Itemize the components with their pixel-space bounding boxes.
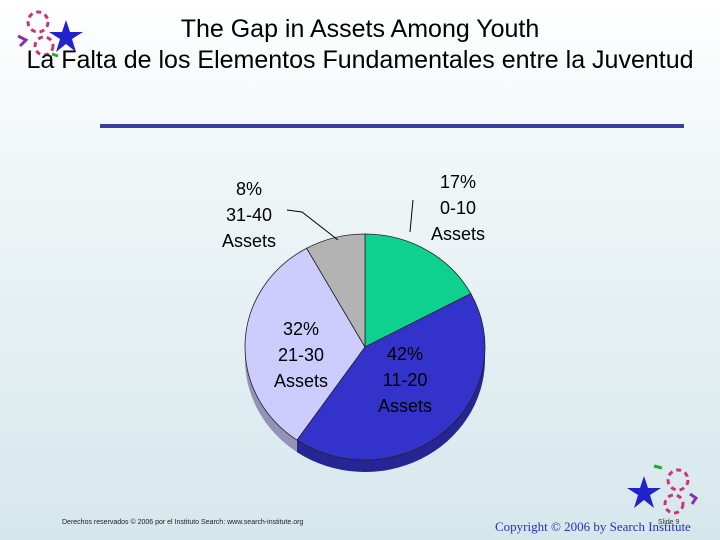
- logo-swirl-star-icon: [17, 10, 83, 58]
- slice-label-1-1: 11-20: [383, 370, 428, 390]
- slice-label-3-0: 8%: [236, 179, 262, 199]
- slice-label-0-1: 0-10: [440, 198, 476, 218]
- slice-label-0-2: Assets: [431, 224, 485, 244]
- copyright-text: Copyright © 2006 by Search Institute: [495, 519, 691, 534]
- slice-label-1-2: Assets: [378, 396, 432, 416]
- title-line-1: The Gap in Assets Among Youth: [180, 15, 540, 43]
- rights-text: Derechos reservados © 2006 por el Instit…: [62, 519, 304, 526]
- slide-number: Slide 9: [658, 519, 680, 526]
- leader-line-0: [409, 199, 414, 233]
- title-divider: [100, 124, 684, 128]
- title-line-2: La Falta de los Elementos Fundamentales …: [26, 46, 694, 74]
- page-title: The Gap in Assets Among Youth La Falta d…: [0, 14, 720, 76]
- pie-slice-side-2: [245, 347, 297, 453]
- slice-label-1-0: 42%: [387, 344, 423, 364]
- slice-label-2-2: Assets: [274, 371, 328, 391]
- slice-label-0-0: 17%: [440, 172, 476, 192]
- pie-slice-1: [296, 293, 486, 461]
- pie-depth: [245, 347, 485, 472]
- slice-label-2-1: 21-30: [278, 345, 324, 365]
- slice-label-3-1: 31-40: [226, 205, 272, 225]
- pie-slice-2: [244, 247, 366, 441]
- leader-line-3: [286, 209, 339, 241]
- slice-label-3-2: Assets: [222, 231, 276, 251]
- slice-label-2-0: 32%: [283, 319, 319, 339]
- pie-slice-0: [364, 233, 472, 348]
- logo-swirl-star-icon-bottom: [627, 464, 699, 515]
- pie-slice-side-1: [296, 347, 485, 472]
